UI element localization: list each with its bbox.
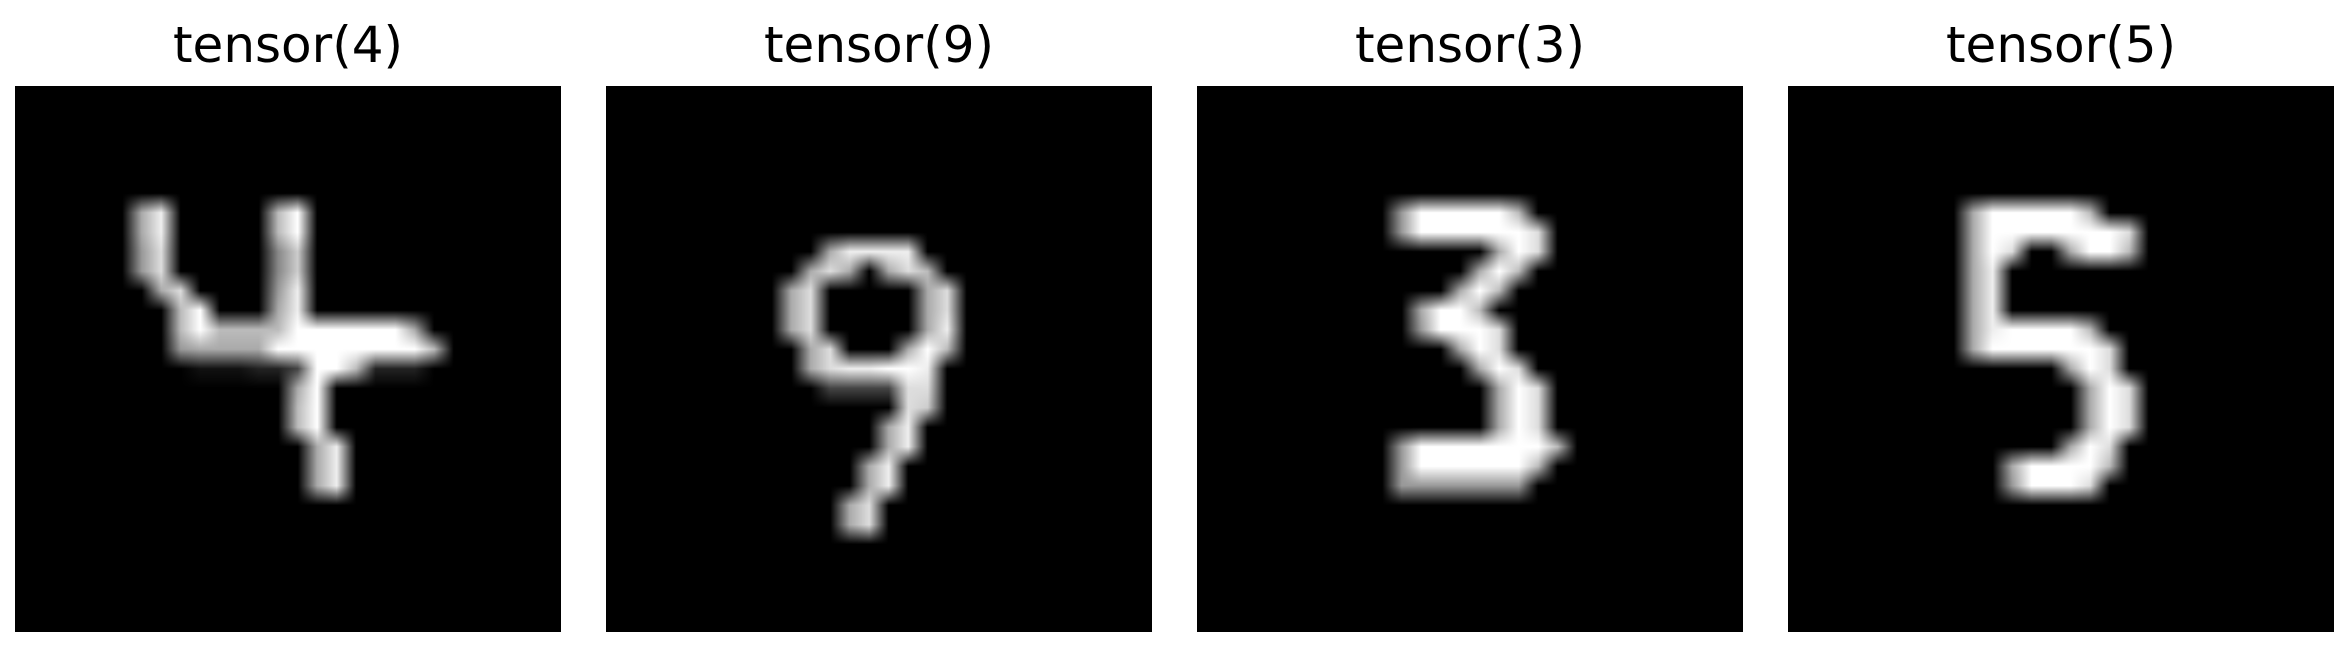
panel-title: tensor(9) [763,16,995,74]
digit-panel-2: tensor(9) [606,0,1152,652]
panel-title: tensor(5) [1945,16,2177,74]
digit-panel-1: tensor(4) [15,0,561,652]
panel-title: tensor(3) [1354,16,1586,74]
digit-panel-3: tensor(3) [1197,0,1743,652]
digit-image [1788,86,2334,632]
digit-panel-4: tensor(5) [1788,0,2334,652]
digit-image [606,86,1152,632]
panel-title: tensor(4) [172,16,404,74]
digit-image [15,86,561,632]
digit-image [1197,86,1743,632]
